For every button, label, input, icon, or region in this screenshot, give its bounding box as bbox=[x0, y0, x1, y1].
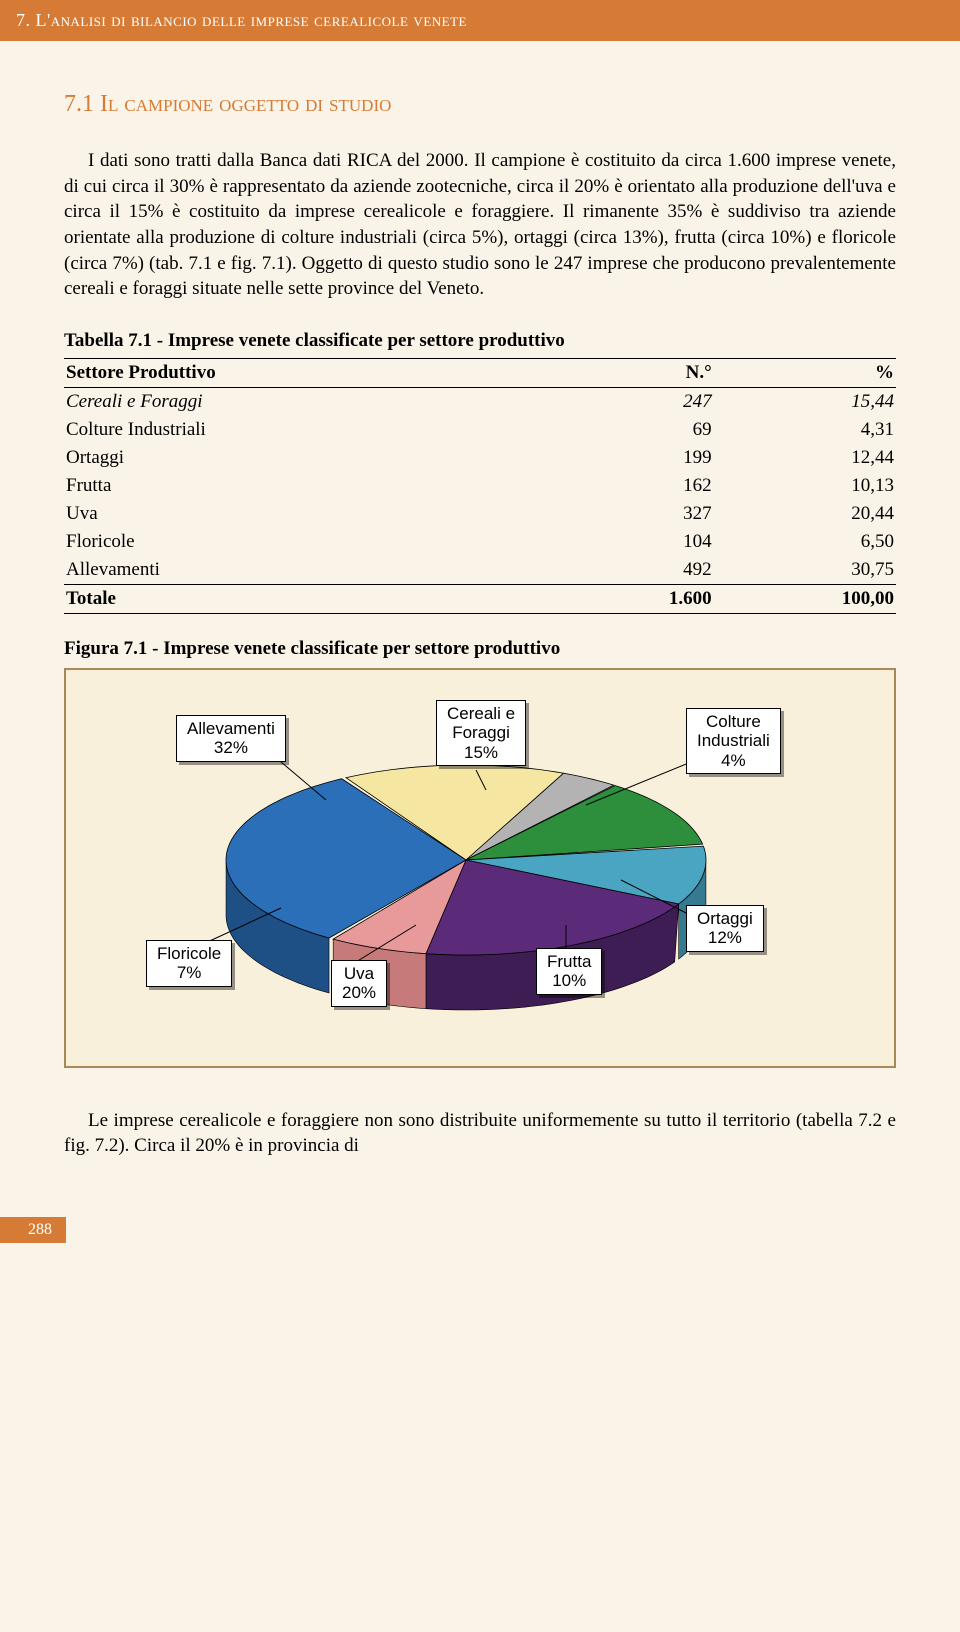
pie-label: Ortaggi12% bbox=[686, 905, 764, 952]
col-pct: % bbox=[714, 358, 896, 387]
paragraph-text: I dati sono tratti dalla Banca dati RICA… bbox=[64, 148, 896, 302]
table-row: Colture Industriali694,31 bbox=[64, 416, 896, 444]
table-row: Ortaggi19912,44 bbox=[64, 444, 896, 472]
table-total-row: Totale1.600100,00 bbox=[64, 584, 896, 613]
chapter-header-bar: 7. L'analisi di bilancio delle imprese c… bbox=[0, 0, 960, 41]
section-title: 7.1 Il campione oggetto di studio bbox=[64, 91, 896, 118]
table-header-row: Settore Produttivo N.° % bbox=[64, 358, 896, 387]
pie-label: Cereali eForaggi15% bbox=[436, 700, 526, 767]
intro-paragraph: I dati sono tratti dalla Banca dati RICA… bbox=[64, 148, 896, 302]
pie-label: ColtureIndustriali4% bbox=[686, 708, 781, 775]
chapter-number: 7. bbox=[16, 10, 31, 30]
pie-label: Allevamenti32% bbox=[176, 715, 286, 762]
pie-label: Frutta10% bbox=[536, 948, 602, 995]
section-number: 7.1 bbox=[64, 91, 94, 117]
figure-caption: Figura 7.1 - Imprese venete classificate… bbox=[64, 638, 896, 660]
col-count: N.° bbox=[562, 358, 714, 387]
pie-chart: Cereali eForaggi15% ColtureIndustriali4% O… bbox=[64, 668, 896, 1068]
page-number: 288 bbox=[0, 1217, 66, 1243]
page-main: 7.1 Il campione oggetto di studio I dati… bbox=[0, 91, 960, 1159]
table-row: Frutta16210,13 bbox=[64, 472, 896, 500]
chapter-title: L'analisi di bilancio delle imprese cere… bbox=[36, 10, 467, 30]
section-name: Il campione oggetto di studio bbox=[100, 91, 391, 117]
table-caption: Tabella 7.1 - Imprese venete classificat… bbox=[64, 330, 896, 352]
table-row: Floricole1046,50 bbox=[64, 528, 896, 556]
sector-table: Settore Produttivo N.° % Cereali e Forag… bbox=[64, 358, 896, 614]
pie-label: Floricole7% bbox=[146, 940, 232, 987]
table-row: Cereali e Foraggi24715,44 bbox=[64, 387, 896, 416]
table-row: Allevamenti49230,75 bbox=[64, 556, 896, 585]
col-sector: Settore Produttivo bbox=[64, 358, 562, 387]
table-row: Uva32720,44 bbox=[64, 500, 896, 528]
pie-label: Uva20% bbox=[331, 960, 387, 1007]
closing-paragraph: Le imprese cerealicole e foraggiere non … bbox=[64, 1108, 896, 1159]
